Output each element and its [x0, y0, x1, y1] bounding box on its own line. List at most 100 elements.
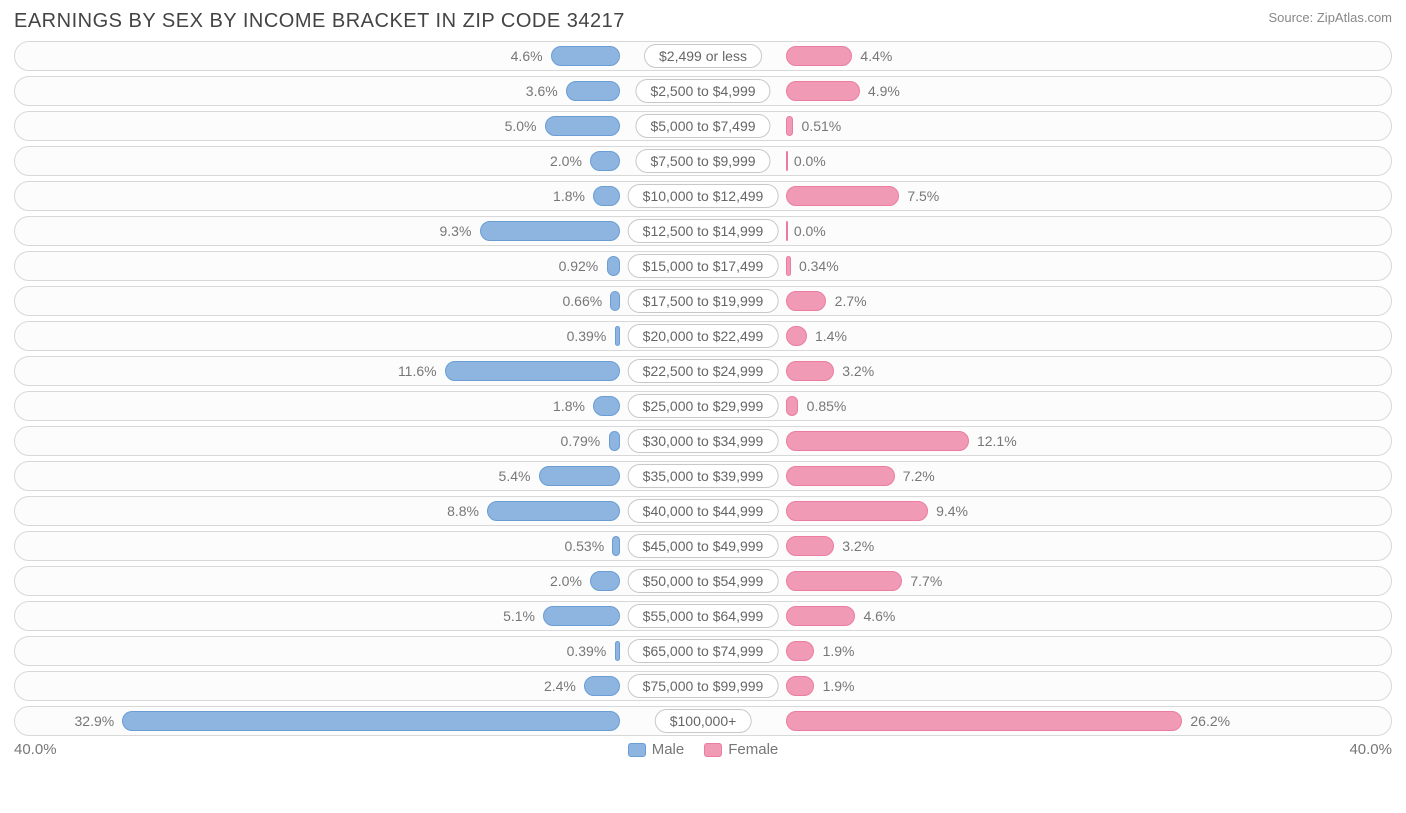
male-bar	[615, 326, 621, 346]
female-bar	[786, 396, 799, 416]
male-value: 0.39%	[567, 643, 607, 659]
chart-row: 0.39% 1.9% $65,000 to $74,999	[14, 636, 1392, 666]
legend-male-label: Male	[652, 741, 685, 758]
bracket-label: $65,000 to $74,999	[628, 639, 779, 663]
female-value: 7.5%	[907, 188, 939, 204]
male-value: 2.0%	[550, 573, 582, 589]
male-value: 8.8%	[447, 503, 479, 519]
male-value: 4.6%	[511, 48, 543, 64]
chart-row: 5.1%4.6%$55,000 to $64,999	[14, 601, 1392, 631]
male-value: 0.39%	[567, 328, 607, 344]
male-value: 32.9%	[75, 713, 115, 729]
legend: Male Female	[628, 741, 779, 758]
male-bar	[612, 536, 620, 556]
bracket-label: $2,499 or less	[644, 44, 762, 68]
female-value: 26.2%	[1190, 713, 1230, 729]
female-value: 12.1%	[977, 433, 1017, 449]
bracket-label: $30,000 to $34,999	[628, 429, 779, 453]
male-value: 9.3%	[440, 223, 472, 239]
male-value: 0.53%	[564, 538, 604, 554]
chart-row: 1.8%7.5%$10,000 to $12,499	[14, 181, 1392, 211]
female-value: 3.2%	[842, 538, 874, 554]
diverging-bar-chart: 4.6%4.4%$2,499 or less3.6%4.9%$2,500 to …	[14, 41, 1392, 736]
chart-row: 3.6%4.9%$2,500 to $4,999	[14, 76, 1392, 106]
bracket-label: $45,000 to $49,999	[628, 534, 779, 558]
male-bar	[593, 186, 620, 206]
chart-row: 0.53% 3.2% $45,000 to $49,999	[14, 531, 1392, 561]
chart-row: 2.0% 0.0% $7,500 to $9,999	[14, 146, 1392, 176]
female-bar	[786, 186, 900, 206]
male-bar	[593, 396, 620, 416]
male-bar	[590, 571, 620, 591]
male-value: 0.66%	[563, 293, 603, 309]
chart-row: 4.6% 4.4% $2,499 or less	[14, 41, 1392, 71]
bracket-label: $22,500 to $24,999	[628, 359, 779, 383]
female-value: 0.51%	[802, 118, 842, 134]
female-bar	[786, 431, 969, 451]
male-value: 1.8%	[553, 188, 585, 204]
female-swatch-icon	[704, 743, 722, 757]
bracket-label: $20,000 to $22,499	[628, 324, 779, 348]
male-bar	[543, 606, 620, 626]
bracket-label: $15,000 to $17,499	[628, 254, 779, 278]
female-bar	[786, 466, 895, 486]
bracket-label: $12,500 to $14,999	[628, 219, 779, 243]
bracket-label: $7,500 to $9,999	[635, 149, 770, 173]
male-value: 0.92%	[559, 258, 599, 274]
chart-row: 0.79% 12.1% $30,000 to $34,999	[14, 426, 1392, 456]
male-value: 11.6%	[398, 363, 437, 379]
male-bar	[487, 501, 620, 521]
female-bar	[786, 46, 853, 66]
chart-row: 0.92% 0.34% $15,000 to $17,499	[14, 251, 1392, 281]
female-value: 0.0%	[794, 153, 826, 169]
legend-item-female: Female	[704, 741, 778, 758]
female-value: 0.85%	[807, 398, 847, 414]
male-bar	[566, 81, 620, 101]
female-value: 1.9%	[823, 678, 855, 694]
female-value: 4.9%	[868, 83, 900, 99]
chart-row: 5.0%0.51%$5,000 to $7,499	[14, 111, 1392, 141]
male-bar	[539, 466, 621, 486]
bracket-label: $2,500 to $4,999	[635, 79, 770, 103]
bracket-label: $100,000+	[655, 709, 752, 733]
female-value: 0.0%	[794, 223, 826, 239]
chart-row: 0.39% 1.4% $20,000 to $22,499	[14, 321, 1392, 351]
male-bar	[445, 361, 621, 381]
bracket-label: $5,000 to $7,499	[635, 114, 770, 138]
male-bar	[551, 46, 621, 66]
female-value: 0.34%	[799, 258, 839, 274]
female-value: 1.4%	[815, 328, 847, 344]
female-value: 1.9%	[823, 643, 855, 659]
female-bar	[786, 641, 815, 661]
female-value: 9.4%	[936, 503, 968, 519]
legend-female-label: Female	[728, 741, 778, 758]
male-value: 0.79%	[561, 433, 601, 449]
female-bar	[786, 291, 827, 311]
chart-title: EARNINGS BY SEX BY INCOME BRACKET IN ZIP…	[14, 10, 625, 33]
male-bar	[607, 256, 621, 276]
female-value: 4.4%	[860, 48, 892, 64]
male-value: 2.0%	[550, 153, 582, 169]
bracket-label: $40,000 to $44,999	[628, 499, 779, 523]
chart-row: 2.0%7.7%$50,000 to $54,999	[14, 566, 1392, 596]
chart-row: 0.66% 2.7% $17,500 to $19,999	[14, 286, 1392, 316]
female-bar	[786, 151, 788, 171]
female-bar	[786, 81, 860, 101]
male-bar	[610, 291, 620, 311]
chart-row: 32.9% 26.2% $100,000+	[14, 706, 1392, 736]
male-bar	[122, 711, 620, 731]
bracket-label: $17,500 to $19,999	[628, 289, 779, 313]
chart-row: 2.4%1.9%$75,000 to $99,999	[14, 671, 1392, 701]
female-bar	[786, 536, 834, 556]
chart-row: 5.4%7.2%$35,000 to $39,999	[14, 461, 1392, 491]
legend-item-male: Male	[628, 741, 685, 758]
female-value: 7.7%	[910, 573, 942, 589]
female-bar	[786, 501, 928, 521]
chart-row: 8.8% 9.4% $40,000 to $44,999	[14, 496, 1392, 526]
male-swatch-icon	[628, 743, 646, 757]
female-value: 3.2%	[842, 363, 874, 379]
axis-max-left: 40.0%	[14, 741, 74, 758]
male-bar	[590, 151, 620, 171]
male-value: 2.4%	[544, 678, 576, 694]
female-value: 2.7%	[835, 293, 867, 309]
